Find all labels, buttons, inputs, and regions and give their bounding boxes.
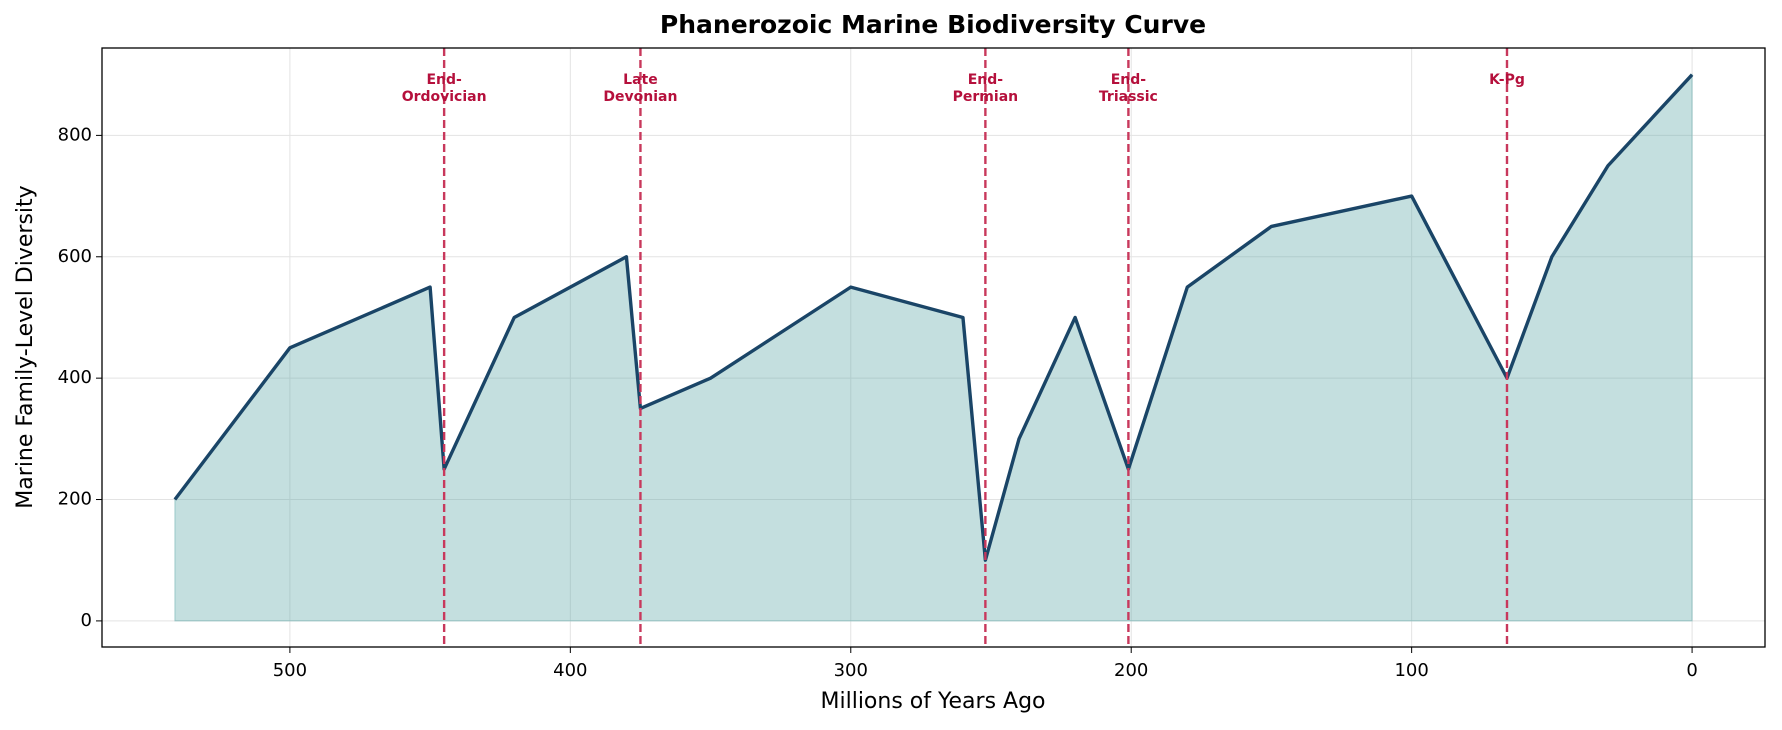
chart-title: Phanerozoic Marine Biodiversity Curve (660, 10, 1206, 39)
line (173, 73, 1694, 562)
x-tick-label: 300 (834, 660, 868, 681)
y-tick-label: 800 (58, 124, 92, 145)
x-axis-label: Millions of Years Ago (821, 689, 1046, 714)
plot-frame (101, 47, 1766, 648)
event-label: Permian (953, 89, 1018, 105)
y-tick-label: 400 (58, 367, 92, 388)
y-tick-label: 600 (58, 246, 92, 267)
event-label: End- (1111, 72, 1147, 88)
event-label: End- (968, 72, 1004, 88)
event-label: Late (623, 72, 658, 88)
area-fill (174, 73, 1693, 622)
y-tick-label: 200 (58, 489, 92, 510)
y-tick-label: 0 (81, 610, 92, 631)
event-label: End- (426, 72, 462, 88)
event-label: Ordovician (402, 89, 487, 105)
y-axis-label: Marine Family-Level Diversity (13, 185, 38, 508)
event-label: Devonian (603, 89, 677, 105)
x-tick-label: 500 (273, 660, 307, 681)
x-tick-label: 0 (1686, 660, 1697, 681)
event-label: K-Pg (1489, 72, 1525, 88)
x-tick-label: 200 (1114, 660, 1148, 681)
x-tick-label: 400 (553, 660, 587, 681)
x-tick-label: 100 (1394, 660, 1428, 681)
event-label: Triassic (1099, 89, 1158, 105)
